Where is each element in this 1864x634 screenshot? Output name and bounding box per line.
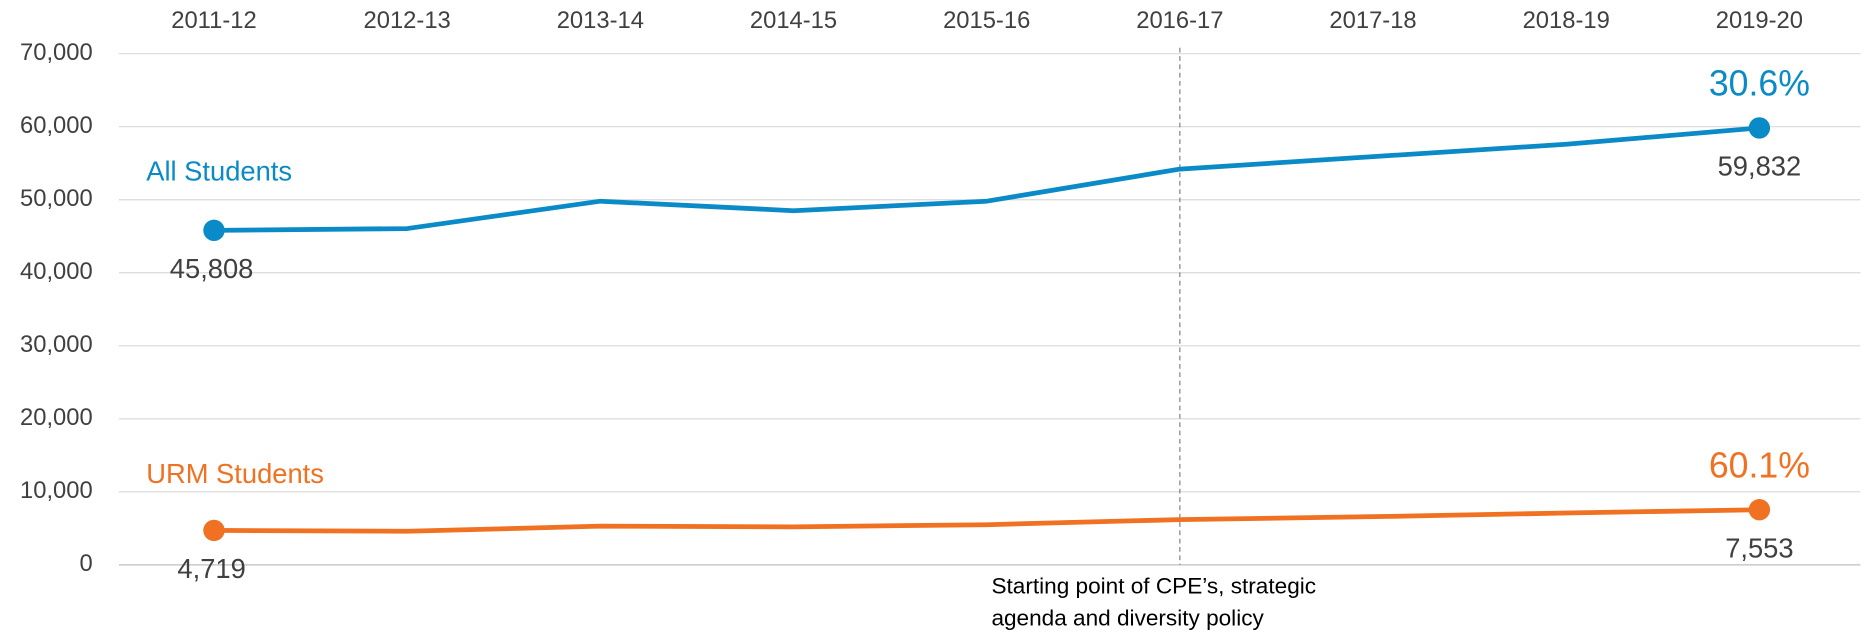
x-tick-label: 2014-15 [750, 7, 837, 34]
x-tick-label: 2011-12 [171, 7, 256, 34]
y-tick-label: 30,000 [20, 331, 93, 358]
annotation-text: Starting point of CPE’s, strategic [991, 573, 1316, 598]
y-tick-label: 0 [80, 550, 93, 577]
x-tick-label: 2017-18 [1329, 7, 1416, 34]
data-label: 4,719 [177, 553, 245, 584]
change-label: 60.1% [1709, 446, 1810, 486]
point [203, 219, 225, 242]
x-tick-label: 2013-14 [557, 7, 644, 34]
x-tick-label: 2012-13 [364, 7, 451, 34]
data-label: 45,808 [170, 253, 254, 284]
point [1748, 117, 1771, 139]
annotation-text: agenda and diversity policy [991, 606, 1264, 631]
line [213, 125, 1760, 233]
y-tick-label: 60,000 [20, 112, 93, 139]
line [213, 507, 1760, 534]
y-tick-label: 20,000 [20, 404, 93, 431]
point [1748, 499, 1771, 521]
data-label: 59,832 [1718, 151, 1802, 182]
x-tick-label: 2019-20 [1716, 7, 1803, 34]
x-tick-label: 2016-17 [1136, 7, 1223, 34]
series-label: URM Students [146, 458, 324, 489]
series-label: All Students [146, 156, 292, 187]
data-label: 7,553 [1725, 532, 1793, 563]
x-tick-label: 2015-16 [943, 7, 1030, 34]
y-tick-label: 70,000 [20, 39, 93, 66]
x-tick-label: 2018-19 [1523, 7, 1610, 34]
change-label: 30.6% [1709, 64, 1810, 104]
y-tick-label: 50,000 [20, 185, 93, 212]
y-tick-label: 40,000 [20, 258, 93, 285]
point [203, 519, 225, 542]
y-tick-label: 10,000 [20, 477, 93, 504]
